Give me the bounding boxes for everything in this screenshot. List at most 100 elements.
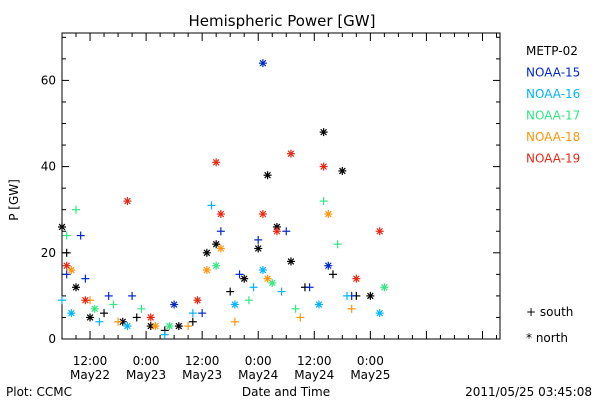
point-noaa-18-south [114,317,123,326]
x-tick-sublabel: May25 [350,368,390,382]
south-marker-legend: + south [526,305,573,319]
point-noaa-19-north [272,227,281,236]
y-tick-label: 60 [41,73,56,87]
marker-stroke [254,245,262,252]
point-noaa-16-south [207,201,216,210]
point-noaa-15-south [216,227,225,236]
marker-stroke [273,227,281,235]
timestamp: 2011/05/25 03:45:08 [465,385,592,399]
point-noaa-17-south [244,296,253,305]
point-noaa-19-north [123,197,132,206]
point-metp-02-south [188,317,197,326]
point-metp-02-north [319,128,328,137]
point-metp-02-north [263,171,272,180]
point-noaa-16-north [230,300,239,309]
marker-stroke [339,167,346,175]
point-noaa-16-north [258,266,267,275]
point-noaa-19-north [258,210,267,219]
point-metp-02-south [328,270,337,279]
point-metp-02-north [58,222,66,231]
marker-stroke [376,309,384,317]
x-tick-sublabel: May23 [182,368,222,382]
marker-stroke [212,158,220,166]
point-metp-02-south [132,313,141,322]
chart-title: Hemispheric Power [GW] [189,12,376,30]
marker-stroke [217,245,225,252]
point-noaa-19-north [216,210,225,219]
x-tick-label: 12:00 [297,354,332,368]
x-tick-label: 0:00 [245,354,272,368]
marker-stroke [203,266,211,274]
marker-stroke [212,240,220,248]
point-noaa-17-south [333,240,342,249]
point-metp-02-north [202,248,211,257]
point-noaa-17-south [109,300,118,309]
marker-stroke [264,275,271,282]
point-noaa-15-south [305,283,314,292]
marker-stroke [68,309,75,317]
marker-stroke [381,283,388,291]
x-tick-sublabel: May24 [294,368,334,382]
point-noaa-15-south [76,231,85,240]
point-noaa-15-south [62,270,71,279]
point-noaa-18-north [324,210,333,219]
y-axis-label-group: P [GW] [7,179,21,221]
point-noaa-15-south [235,270,244,279]
point-noaa-18-south [296,313,305,322]
marker-stroke [212,262,220,270]
marker-stroke [124,322,131,330]
y-axis: 0 20 40 60 [41,36,500,346]
point-noaa-15-south [282,227,291,236]
point-noaa-17-north [90,304,99,313]
point-metp-02-north [72,283,81,292]
point-noaa-18-north [202,266,211,275]
marker-stroke [287,258,295,265]
marker-stroke [259,210,267,218]
point-noaa-16-south [95,317,104,326]
point-noaa-17-south [291,304,300,313]
point-noaa-19-north [375,227,384,236]
marker-stroke [268,279,276,287]
point-noaa-16-north [375,309,384,318]
marker-stroke [324,210,332,218]
point-noaa-17-north [212,261,221,270]
x-tick-label: 12:00 [185,354,220,368]
point-noaa-18-south [230,317,239,326]
marker-stroke [72,283,80,291]
marker-stroke [63,262,70,270]
point-noaa-17-north [165,322,174,331]
point-noaa-19-north [319,162,328,171]
x-axis: 12:00May220:00May2312:00May230:00May2412… [61,33,497,382]
point-noaa-19-north [352,274,361,283]
marker-stroke [170,301,178,308]
point-noaa-15-south [128,291,137,300]
point-noaa-16-south [188,309,197,318]
marker-stroke [259,266,267,274]
marker-stroke [175,322,183,330]
legend-item-noaa-16: NOAA-16 [526,87,580,101]
point-noaa-19-north [146,313,155,322]
marker-stroke [217,210,225,218]
marker-stroke [367,292,374,300]
marker-stroke [124,197,131,205]
point-noaa-16-north [67,309,76,318]
point-noaa-17-north [380,283,389,292]
point-noaa-15-south [81,274,90,283]
marker-stroke [82,296,89,304]
point-noaa-19-north [212,158,221,167]
point-noaa-18-north [151,322,160,331]
x-tick-sublabel: May24 [238,368,278,382]
legend: METP-02 NOAA-15 NOAA-16 NOAA-17 NOAA-18 NOAA-… [526,44,580,166]
y-axis-label: P [GW] [7,179,21,221]
point-noaa-18-north [216,244,225,253]
point-noaa-17-south [319,197,328,206]
point-noaa-16-south [160,330,169,339]
point-noaa-19-north [62,261,71,270]
marker-stroke [353,275,360,282]
point-metp-02-north [338,166,347,175]
point-metp-02-south [226,287,235,296]
point-metp-02-north [174,322,183,331]
point-noaa-17-south [62,231,71,240]
point-noaa-19-north [286,149,295,158]
